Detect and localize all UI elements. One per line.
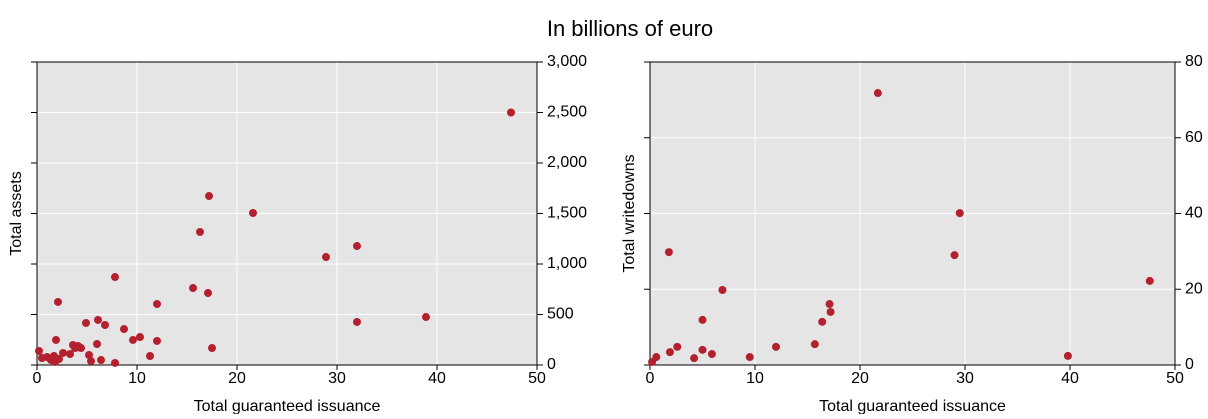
y-tick-label: 500 bbox=[547, 306, 574, 323]
scatter-point bbox=[111, 273, 119, 282]
scatter-point bbox=[955, 209, 964, 218]
scatter-point bbox=[707, 350, 716, 359]
scatter-point bbox=[97, 356, 105, 365]
scatter-point bbox=[93, 339, 101, 348]
y-tick-label: 1,500 bbox=[547, 205, 587, 222]
y-axis-label: Total assets bbox=[8, 171, 25, 255]
x-tick-label: 30 bbox=[328, 370, 346, 387]
scatter-point bbox=[1063, 351, 1072, 360]
scatter-point bbox=[718, 286, 727, 295]
scatter-point bbox=[818, 317, 827, 326]
scatter-point bbox=[77, 344, 85, 353]
scatter-point bbox=[690, 354, 699, 363]
scatter-point bbox=[208, 344, 216, 353]
scatter-point bbox=[120, 325, 128, 334]
x-tick-label: 10 bbox=[746, 370, 764, 387]
scatter-point bbox=[189, 284, 197, 293]
scatter-point bbox=[129, 335, 137, 344]
x-tick-label: 20 bbox=[851, 370, 869, 387]
scatter-point bbox=[673, 342, 682, 351]
x-tick-label: 30 bbox=[956, 370, 974, 387]
scatter-point bbox=[196, 227, 204, 236]
x-tick-label: 50 bbox=[1166, 370, 1184, 387]
scatter-point bbox=[82, 318, 90, 327]
scatter-point bbox=[66, 349, 74, 358]
y-tick-label: 3,000 bbox=[547, 53, 587, 70]
scatter-point bbox=[85, 351, 93, 360]
y-tick-label: 40 bbox=[1185, 205, 1203, 222]
scatter-point bbox=[698, 345, 707, 354]
subtitle: In billions of euro bbox=[547, 16, 713, 41]
scatter-point bbox=[353, 317, 361, 326]
scatter-point bbox=[664, 248, 673, 257]
y-tick-label: 0 bbox=[547, 356, 556, 373]
y-tick-label: 1,000 bbox=[547, 255, 587, 272]
scatter-point bbox=[111, 358, 119, 367]
y-tick-label: 2,500 bbox=[547, 104, 587, 121]
scatter-point bbox=[205, 192, 213, 201]
scatter-point bbox=[43, 353, 51, 362]
scatter-point bbox=[101, 321, 109, 330]
x-tick-label: 20 bbox=[228, 370, 246, 387]
scatter-point bbox=[698, 315, 707, 324]
scatter-point bbox=[249, 208, 257, 217]
scatter-point bbox=[665, 348, 674, 357]
scatter-point bbox=[772, 342, 780, 351]
scatter-point bbox=[153, 299, 161, 308]
scatter-point bbox=[648, 357, 657, 366]
scatter-point bbox=[422, 313, 430, 322]
scatter-point bbox=[87, 357, 95, 366]
y-tick-label: 80 bbox=[1185, 53, 1203, 70]
y-tick-label: 2,000 bbox=[547, 154, 587, 171]
scatter-point bbox=[873, 89, 882, 98]
x-axis-label: Total guaranteed issuance bbox=[194, 398, 381, 414]
scatter-point bbox=[1145, 276, 1154, 285]
y-tick-label: 20 bbox=[1185, 280, 1203, 297]
scatter-point bbox=[55, 355, 63, 364]
scatter-point bbox=[59, 348, 67, 357]
scatter-point bbox=[153, 336, 161, 345]
x-tick-label: 40 bbox=[428, 370, 446, 387]
x-tick-label: 0 bbox=[33, 370, 42, 387]
y-tick-label: 0 bbox=[1185, 356, 1194, 373]
scatter-point bbox=[810, 340, 819, 349]
scatter-point bbox=[353, 242, 361, 251]
x-axis-label: Total guaranteed issuance bbox=[819, 398, 1006, 414]
scatter-point bbox=[35, 346, 43, 355]
y-tick-label: 60 bbox=[1185, 129, 1203, 146]
scatter-point bbox=[52, 335, 60, 344]
scatter-point bbox=[54, 297, 62, 306]
plot-frame bbox=[36, 61, 538, 366]
x-tick-label: 40 bbox=[1061, 370, 1079, 387]
y-axis-label: Total writedowns bbox=[621, 154, 638, 272]
scatter-point bbox=[204, 288, 212, 297]
scatter-point bbox=[146, 352, 154, 361]
scatter-point bbox=[94, 315, 102, 324]
x-tick-label: 50 bbox=[528, 370, 546, 387]
scatter-point bbox=[950, 251, 959, 260]
scatter-point bbox=[136, 333, 144, 342]
scatter-point bbox=[322, 253, 330, 262]
scatter-point bbox=[71, 344, 79, 353]
scatter-point bbox=[825, 300, 834, 309]
plot-frame bbox=[649, 61, 1176, 366]
scatter-point bbox=[826, 307, 835, 316]
x-tick-label: 0 bbox=[646, 370, 655, 387]
scatter-point bbox=[745, 353, 754, 362]
x-tick-label: 10 bbox=[128, 370, 146, 387]
scatter-point bbox=[507, 108, 515, 117]
